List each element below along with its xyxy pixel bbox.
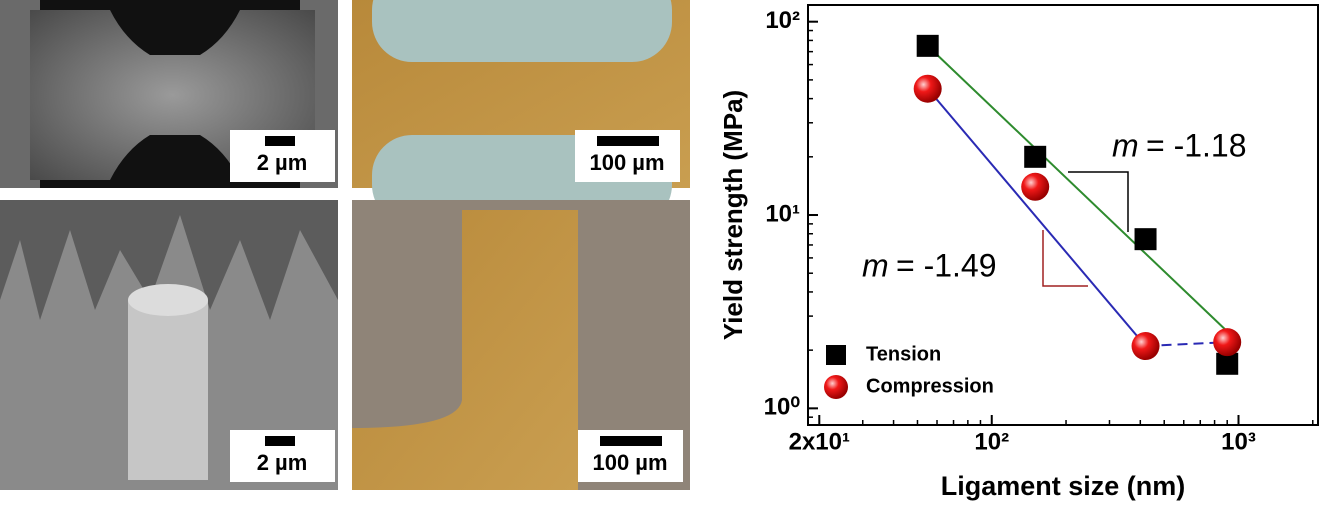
annotation-symbol: m — [862, 247, 889, 283]
compression-point — [1213, 328, 1242, 357]
scale-bar-label: 100 µm — [589, 150, 664, 175]
annotation-symbol: m — [1112, 127, 1139, 163]
scale-bar — [265, 136, 295, 146]
panel-optical-dogbone — [352, 0, 690, 225]
slope-triangle — [1068, 171, 1129, 232]
x-tick-label: 10² — [974, 428, 1009, 455]
chart: 2x10¹ 10² 10³ 10⁰ 10¹ 10² Ligament size (nm) Yi… — [718, 4, 1319, 501]
scale-bar — [265, 436, 295, 446]
legend-label: Tension — [866, 343, 941, 365]
fit-line — [927, 45, 1228, 333]
compression-point — [1131, 332, 1160, 361]
scale-bar-label: 100 µm — [592, 450, 667, 475]
scale-bar — [600, 436, 662, 446]
legend-marker — [826, 345, 846, 365]
y-tick-label: 10⁰ — [764, 394, 801, 421]
x-tick-label: 10³ — [1221, 428, 1256, 455]
y-tick-label: 10² — [765, 7, 800, 34]
panel-sem-dogbone — [0, 0, 338, 188]
scale-bar-label: 2 µm — [257, 150, 308, 175]
slope-triangle — [1042, 230, 1088, 287]
fit-line — [926, 88, 1147, 347]
compression-point — [913, 74, 942, 103]
y-axis-label: Yield strength (MPa) — [718, 90, 748, 340]
tension-point — [1134, 228, 1157, 251]
annotation-text: = -1.18 — [1146, 127, 1247, 163]
x-axis-label: Ligament size (nm) — [941, 471, 1186, 501]
y-tick-label: 10¹ — [765, 200, 800, 227]
compression-point — [1021, 172, 1050, 201]
tension-point — [916, 34, 939, 57]
scale-bar-label: 2 µm — [257, 450, 308, 475]
scale-bar — [597, 136, 659, 146]
legend-marker — [824, 375, 848, 399]
legend-label: Compression — [866, 375, 994, 397]
x-tick-label: 2x10¹ — [789, 428, 850, 455]
tension-point — [1024, 145, 1047, 168]
annotation-text: = -1.49 — [896, 247, 997, 283]
tension-point — [1216, 352, 1239, 375]
